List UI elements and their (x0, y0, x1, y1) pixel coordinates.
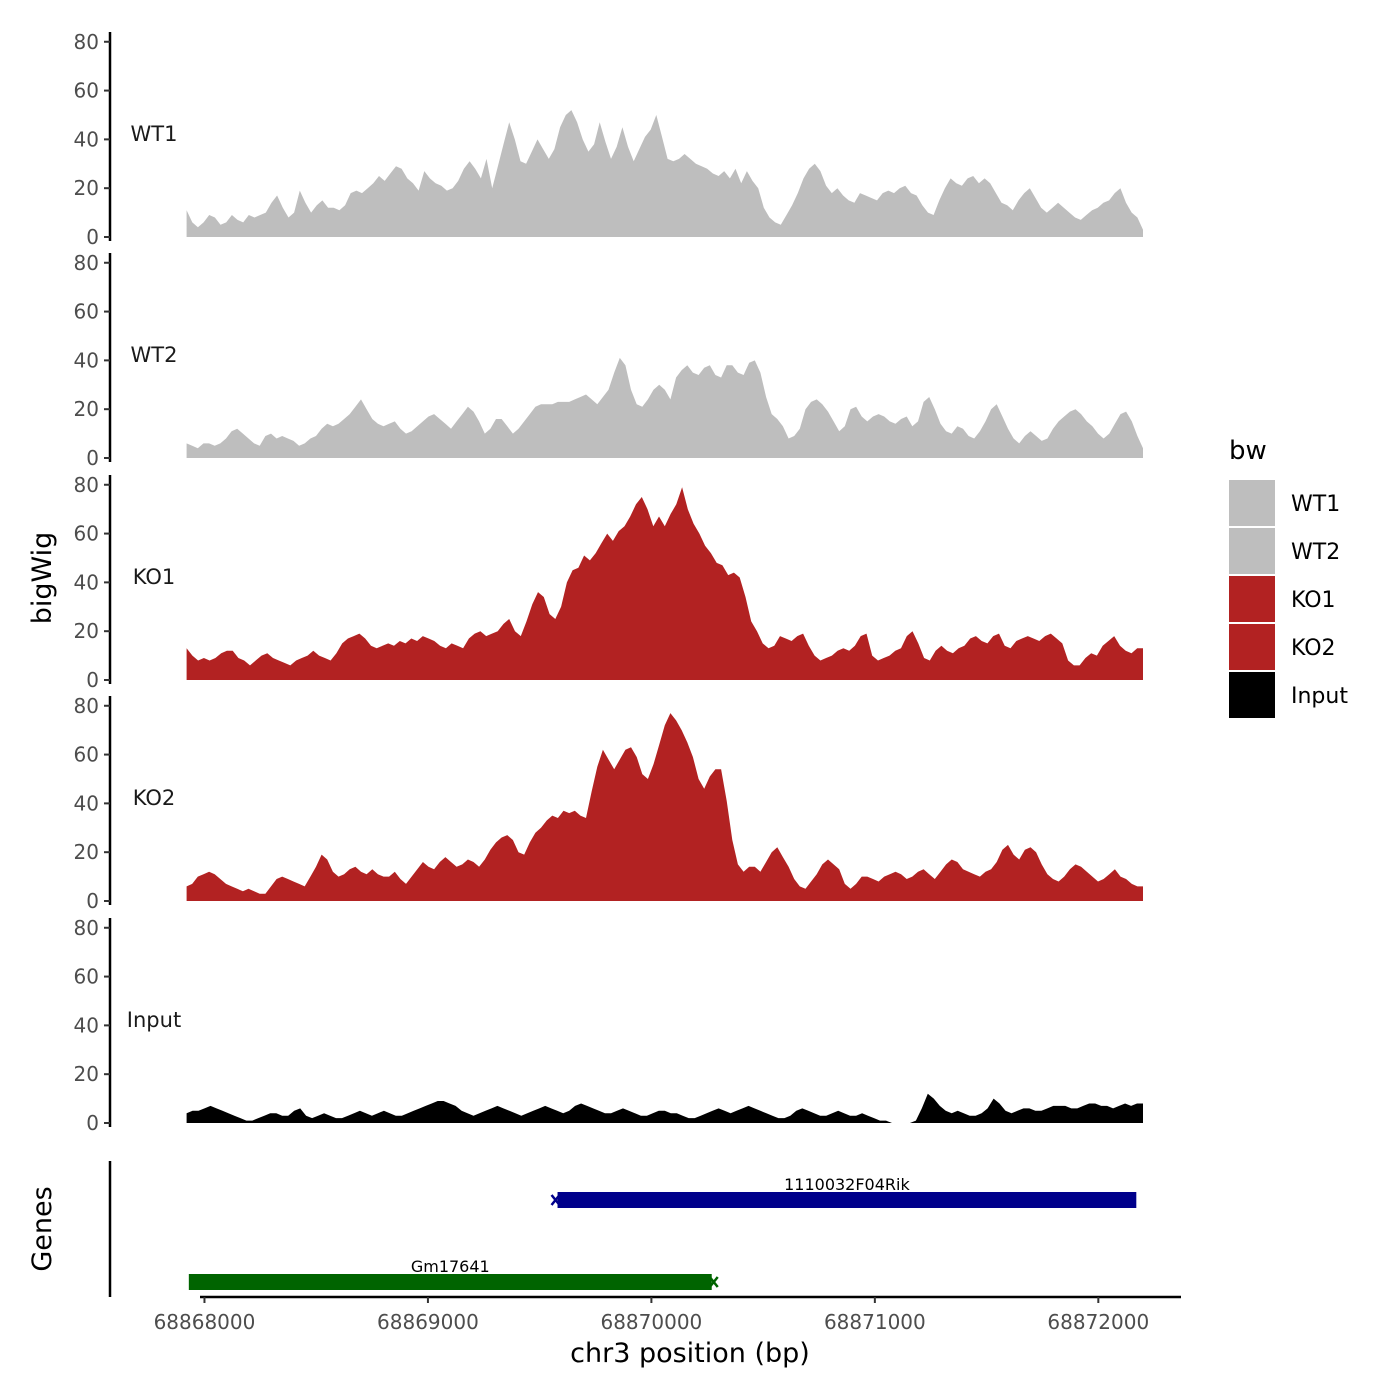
x-tick-label-68870000: 68870000 (600, 1310, 702, 1334)
y-tick-label-ko2-40: 40 (74, 791, 99, 815)
track-panel-wt2: 0 20 40 60 80 WT2 (74, 251, 1144, 470)
legend-label-wt1: WT1 (1291, 492, 1340, 517)
y-tick-label-ko1-40: 40 (74, 570, 99, 594)
gene-strand-marker-gm17641 (708, 1276, 719, 1288)
tracks-layer: 0 20 40 60 80 WT1 0 20 40 60 80 WT2 0 20 40 60 80 KO1 0 20 4… (74, 30, 1144, 1135)
x-axis: 68868000 68869000 68870000 68871000 68872000 (154, 1295, 1181, 1334)
y-tick-label-wt2-40: 40 (74, 348, 99, 372)
gene-bar-gm17641 (188, 1274, 712, 1290)
legend-key-wt1 (1229, 480, 1275, 526)
y-tick-label-wt1-40: 40 (74, 127, 99, 151)
y-tick-label-ko1-80: 80 (74, 473, 99, 497)
y-tick-label-ko2-0: 0 (86, 889, 99, 913)
track-panel-ko2: 0 20 40 60 80 KO2 (74, 694, 1144, 913)
y-tick-label-wt1-80: 80 (74, 30, 99, 54)
x-tick-label-68868000: 68868000 (154, 1310, 256, 1334)
y-tick-label-wt2-0: 0 (86, 446, 99, 470)
y-tick-label-ko1-60: 60 (74, 522, 99, 546)
legend-key-ko2 (1229, 624, 1275, 670)
gene-gm17641: Gm17641 (188, 1257, 719, 1290)
y-tick-label-wt2-20: 20 (74, 397, 99, 421)
x-tick-label-68871000: 68871000 (824, 1310, 926, 1334)
y-tick-label-ko1-0: 0 (86, 668, 99, 692)
area-ko2 (186, 713, 1144, 901)
track-panel-input: 0 20 40 60 80 Input (74, 916, 1144, 1135)
y-tick-label-ko1-20: 20 (74, 619, 99, 643)
track-label-ko2: KO2 (133, 786, 176, 810)
y-tick-label-input-40: 40 (74, 1013, 99, 1037)
genes-layer: 1110032F04Rik Gm17641 (108, 1161, 1137, 1297)
y-tick-label-wt2-80: 80 (74, 251, 99, 275)
y-tick-label-ko2-20: 20 (74, 840, 99, 864)
area-wt2 (186, 357, 1144, 458)
legend-label-ko1: KO1 (1291, 588, 1336, 613)
area-input (186, 1093, 1144, 1123)
y-axis-title: bigWig (27, 532, 58, 625)
legend: WT1 WT2 KO1 KO2 Input (1229, 480, 1348, 718)
legend-key-wt2 (1229, 528, 1275, 574)
legend-label-wt2: WT2 (1291, 540, 1340, 565)
gene-label-gm17641: Gm17641 (411, 1257, 490, 1276)
genes-axis-title: Genes (27, 1186, 58, 1271)
x-tick-label-68869000: 68869000 (377, 1310, 479, 1334)
x-axis-title: chr3 position (bp) (570, 1338, 810, 1369)
area-ko1 (186, 487, 1144, 680)
gene-bar-1110032f04rik (557, 1192, 1137, 1208)
track-label-wt1: WT1 (131, 122, 178, 146)
legend-label-ko2: KO2 (1291, 636, 1336, 661)
y-tick-label-wt1-60: 60 (74, 79, 99, 103)
y-tick-label-ko2-60: 60 (74, 743, 99, 767)
y-tick-label-input-20: 20 (74, 1062, 99, 1086)
area-wt1 (186, 110, 1144, 237)
legend-title: bw (1229, 436, 1267, 466)
track-panel-ko1: 0 20 40 60 80 KO1 (74, 473, 1144, 692)
gene-1110032f04rik: 1110032F04Rik (550, 1175, 1137, 1208)
y-tick-label-wt2-60: 60 (74, 300, 99, 324)
y-tick-label-wt1-20: 20 (74, 176, 99, 200)
track-label-ko1: KO1 (133, 565, 176, 589)
y-tick-label-wt1-0: 0 (86, 225, 99, 249)
x-tick-label-68872000: 68872000 (1047, 1310, 1149, 1334)
legend-key-ko1 (1229, 576, 1275, 622)
gene-strand-marker-1110032f04rik (550, 1194, 561, 1206)
y-tick-label-input-0: 0 (86, 1111, 99, 1135)
y-tick-label-input-60: 60 (74, 965, 99, 989)
y-tick-label-ko2-80: 80 (74, 694, 99, 718)
track-label-wt2: WT2 (131, 343, 178, 367)
legend-key-input (1229, 672, 1275, 718)
gene-label-1110032f04rik: 1110032F04Rik (784, 1175, 910, 1194)
track-label-input: Input (127, 1008, 181, 1032)
track-panel-wt1: 0 20 40 60 80 WT1 (74, 30, 1144, 249)
y-tick-label-input-80: 80 (74, 916, 99, 940)
legend-label-input: Input (1291, 684, 1348, 709)
